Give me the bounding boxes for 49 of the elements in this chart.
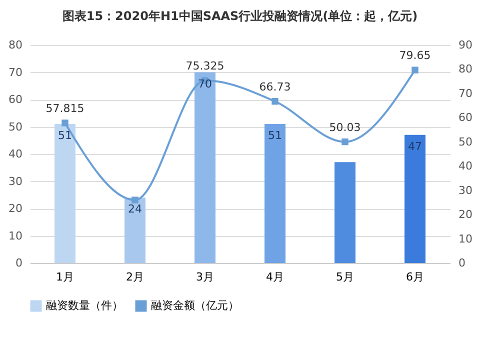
y2-tick-label: 80 [458, 62, 472, 76]
legend-label: 融资金额（亿元） [151, 299, 239, 312]
bar [404, 134, 426, 263]
y2-tick-label: 40 [458, 160, 472, 173]
point [62, 120, 68, 126]
chart-title: 图表15：2020年H1中国SAAS行业投融资情况(单位：起，亿元) [62, 9, 418, 23]
y-tick-label: 30 [8, 174, 22, 188]
x-tick-label: 6月 [406, 270, 424, 284]
x-tick-label: 3月 [196, 270, 214, 284]
data-label: 79.65 [399, 49, 431, 62]
y-tick-label: 60 [8, 93, 22, 106]
y2-tick-label: 50 [458, 135, 472, 148]
x-tick-label: 2月 [126, 270, 144, 284]
y2-tick-label: 0 [458, 256, 466, 270]
bar [124, 198, 146, 263]
data-label: 57.815 [46, 102, 84, 115]
y2-tick-label: 10 [458, 232, 472, 246]
y2-tick-label: 30 [458, 184, 472, 197]
y2-tick-label: 60 [458, 111, 472, 124]
y-tick-label: 50 [8, 120, 22, 134]
point [272, 98, 278, 105]
y-tick-label: 80 [8, 38, 22, 52]
y-tick-label: 0 [16, 256, 22, 270]
x-tick-label: 4月 [266, 270, 284, 284]
y-tick-label: 70 [8, 66, 22, 79]
point [412, 66, 418, 74]
y-tick-label: 10 [8, 229, 22, 242]
data-label: 51 [268, 129, 282, 142]
legend-label: 融资数量（件） [46, 299, 123, 312]
bar [194, 72, 216, 263]
y-tick-label: 40 [8, 148, 22, 160]
point [132, 196, 138, 204]
data-label: 47 [408, 140, 422, 153]
data-label: 24 [128, 202, 142, 216]
bar [264, 124, 286, 263]
x-tick-label: 1月 [56, 270, 74, 284]
data-label: 75.325 [186, 60, 224, 73]
bar [334, 162, 356, 263]
data-label: 50.03 [329, 120, 361, 134]
x-tick-label: 5月 [336, 270, 354, 284]
data-label: 70 [198, 77, 212, 90]
data-label: 51 [58, 129, 72, 142]
bar [54, 124, 76, 263]
point [342, 138, 348, 146]
y-tick-label: 20 [8, 202, 22, 215]
y2-tick-label: 20 [458, 208, 472, 222]
y2-tick-label: 70 [458, 86, 472, 100]
data-label: 66.73 [259, 80, 291, 94]
y2-tick-label: 90 [458, 38, 472, 52]
